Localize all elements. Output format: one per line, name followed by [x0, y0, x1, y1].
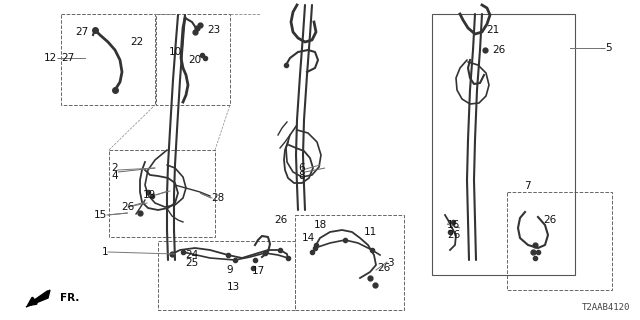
Text: 14: 14	[301, 233, 315, 243]
Text: 24: 24	[185, 250, 198, 260]
Text: 21: 21	[486, 25, 500, 35]
Text: 19: 19	[143, 190, 156, 200]
Text: 26: 26	[122, 202, 134, 212]
Text: 25: 25	[185, 258, 198, 268]
Text: 2: 2	[111, 163, 118, 173]
Text: 27: 27	[76, 27, 89, 37]
Text: 12: 12	[44, 53, 57, 63]
Text: 26: 26	[492, 45, 505, 55]
Bar	[158, 241, 295, 310]
Text: 20: 20	[188, 55, 202, 65]
Bar	[432, 14, 575, 275]
Text: 22: 22	[130, 37, 143, 47]
Text: 17: 17	[252, 266, 264, 276]
Text: 7: 7	[524, 181, 531, 191]
Text: 1: 1	[101, 247, 108, 257]
Text: T2AAB4120: T2AAB4120	[582, 303, 630, 312]
Text: 13: 13	[227, 282, 239, 292]
Text: 11: 11	[364, 227, 376, 237]
Text: 8: 8	[298, 171, 305, 181]
Text: 26: 26	[447, 230, 460, 240]
Text: 28: 28	[211, 193, 224, 203]
Bar	[109, 150, 215, 237]
Text: FR.: FR.	[60, 293, 79, 303]
Text: 23: 23	[207, 25, 220, 35]
Text: 16: 16	[447, 220, 460, 230]
Text: 6: 6	[298, 163, 305, 173]
Text: 15: 15	[93, 210, 107, 220]
Text: 3: 3	[387, 258, 394, 268]
Text: 4: 4	[111, 171, 118, 181]
Text: 26: 26	[377, 263, 390, 273]
Text: 9: 9	[227, 265, 234, 275]
Bar	[61, 14, 155, 105]
Text: 27: 27	[61, 53, 75, 63]
Bar	[156, 14, 230, 105]
Text: 18: 18	[314, 220, 326, 230]
Bar	[507, 192, 612, 290]
Polygon shape	[26, 290, 50, 307]
Text: 26: 26	[274, 215, 287, 225]
Text: 5: 5	[605, 43, 612, 53]
Bar	[295, 215, 404, 310]
Text: 10: 10	[168, 47, 182, 57]
Text: 26: 26	[543, 215, 556, 225]
